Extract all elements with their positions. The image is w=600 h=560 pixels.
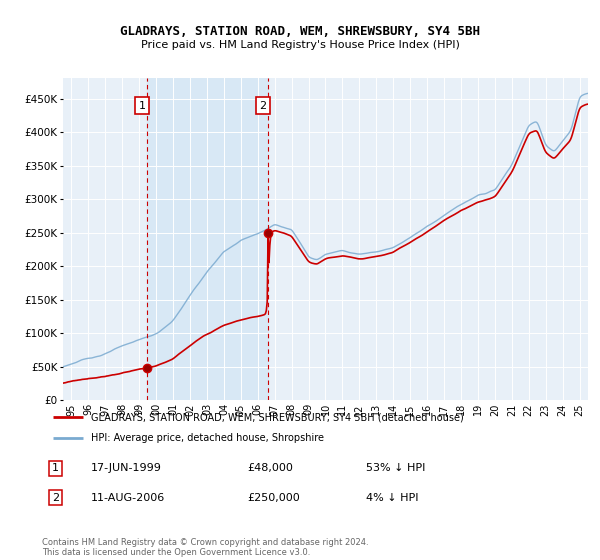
Text: 4% ↓ HPI: 4% ↓ HPI (366, 493, 419, 503)
Text: 17-JUN-1999: 17-JUN-1999 (91, 463, 161, 473)
Text: Contains HM Land Registry data © Crown copyright and database right 2024.
This d: Contains HM Land Registry data © Crown c… (42, 538, 368, 557)
Text: 1: 1 (139, 101, 145, 111)
Text: £250,000: £250,000 (247, 493, 300, 503)
Text: £48,000: £48,000 (247, 463, 293, 473)
Text: GLADRAYS, STATION ROAD, WEM, SHREWSBURY, SY4 5BH (detached house): GLADRAYS, STATION ROAD, WEM, SHREWSBURY,… (91, 412, 463, 422)
Text: GLADRAYS, STATION ROAD, WEM, SHREWSBURY, SY4 5BH: GLADRAYS, STATION ROAD, WEM, SHREWSBURY,… (120, 25, 480, 39)
Text: 2: 2 (260, 101, 267, 111)
Text: Price paid vs. HM Land Registry's House Price Index (HPI): Price paid vs. HM Land Registry's House … (140, 40, 460, 50)
Text: HPI: Average price, detached house, Shropshire: HPI: Average price, detached house, Shro… (91, 433, 323, 444)
Text: 11-AUG-2006: 11-AUG-2006 (91, 493, 165, 503)
Text: 53% ↓ HPI: 53% ↓ HPI (366, 463, 425, 473)
Text: 2: 2 (52, 493, 59, 503)
Bar (147, 78, 268, 400)
Text: 1: 1 (52, 463, 59, 473)
